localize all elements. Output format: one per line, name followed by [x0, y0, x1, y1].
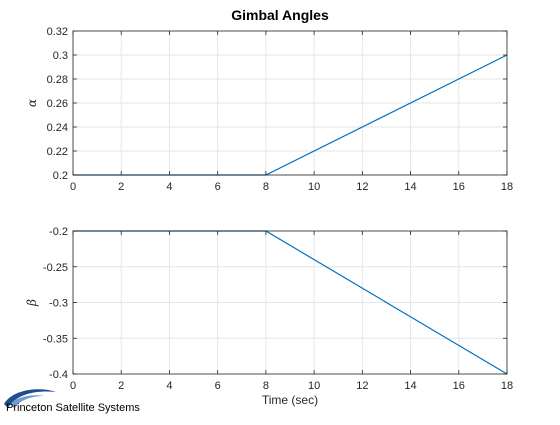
beta-xtick-label: 0 [70, 380, 76, 392]
logo-text: Princeton Satellite Systems [6, 402, 140, 414]
beta-xtick-label: 12 [356, 380, 368, 392]
logo-swoosh-icon [4, 389, 56, 408]
beta-xtick-label: 2 [118, 380, 124, 392]
alpha-xtick-label: 6 [215, 181, 221, 193]
alpha-ylabel: α [25, 99, 39, 107]
alpha-ytick-label: 0.22 [47, 146, 68, 158]
alpha-xtick-label: 12 [356, 181, 368, 193]
beta-ytick-label: -0.3 [49, 298, 68, 310]
beta-axes: 0 2 4 6 8 10 12 14 16 18 -0.4 -0.35 -0.3 -0.25 -0.2 β Ti… [25, 226, 513, 407]
logo-swoosh-inner-icon [10, 395, 44, 408]
alpha-xtick-label: 0 [70, 181, 76, 193]
alpha-xtick-label: 18 [501, 181, 513, 193]
beta-xtick-label: 18 [501, 380, 513, 392]
beta-ytick-label: -0.2 [49, 226, 68, 238]
beta-xtick-label: 14 [404, 380, 416, 392]
beta-ytick-label: -0.4 [49, 369, 68, 381]
beta-xlabel: Time (sec) [262, 393, 318, 407]
beta-ytick-label: -0.35 [43, 333, 68, 345]
alpha-ytick-label: 0.2 [53, 170, 68, 182]
alpha-xtick-label: 8 [263, 181, 269, 193]
alpha-ytick-label: 0.26 [47, 98, 68, 110]
alpha-xtick-label: 14 [404, 181, 416, 193]
beta-xtick-label: 16 [453, 380, 465, 392]
alpha-xtick-label: 16 [453, 181, 465, 193]
beta-xtick-label: 4 [166, 380, 172, 392]
pss-logo: Princeton Satellite Systems [4, 389, 140, 414]
alpha-xtick-label: 2 [118, 181, 124, 193]
beta-xtick-label: 8 [263, 380, 269, 392]
beta-xtick-label: 6 [215, 380, 221, 392]
alpha-axes: 0 2 4 6 8 10 12 14 16 18 0.2 0.22 0.24 0.26 0.28 0.3 0.3… [25, 26, 513, 193]
alpha-ytick-label: 0.3 [53, 50, 68, 62]
alpha-xtick-label: 4 [166, 181, 172, 193]
alpha-ytick-label: 0.24 [47, 122, 68, 134]
alpha-xtick-label: 10 [308, 181, 320, 193]
chart-title: Gimbal Angles [231, 7, 329, 23]
beta-xtick-label: 10 [308, 380, 320, 392]
beta-ytick-label: -0.25 [43, 262, 68, 274]
beta-ylabel: β [25, 299, 39, 307]
alpha-ytick-label: 0.28 [47, 74, 68, 86]
alpha-ytick-label: 0.32 [47, 26, 68, 38]
